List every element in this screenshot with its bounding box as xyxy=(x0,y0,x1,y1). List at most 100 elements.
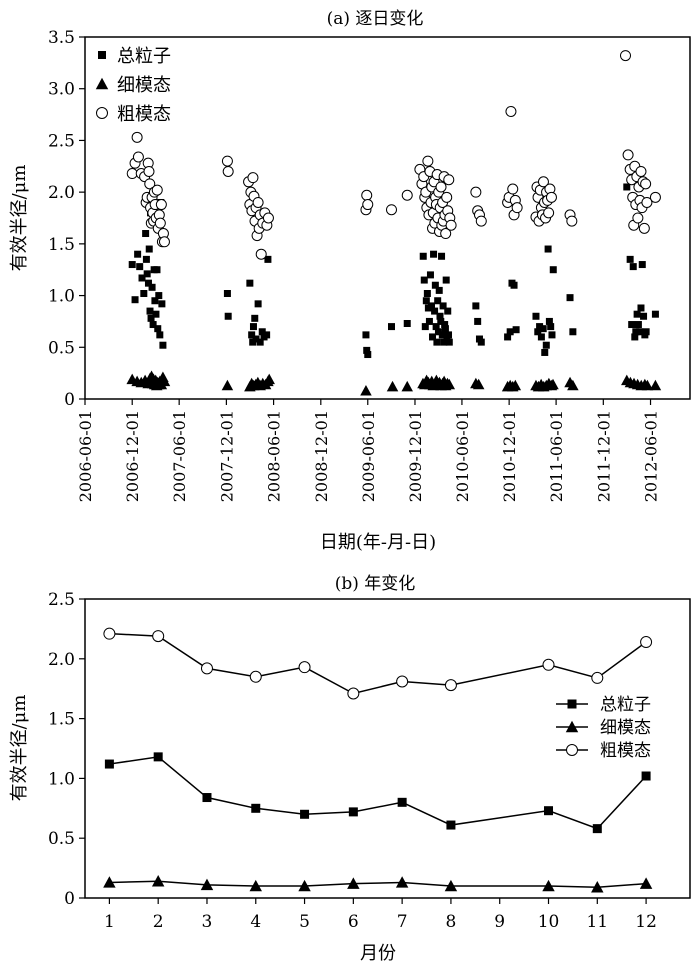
daily-point xyxy=(537,333,545,341)
daily-point xyxy=(445,338,453,346)
daily-point xyxy=(504,333,512,341)
daily-point xyxy=(252,196,264,208)
daily-series-triangle xyxy=(126,370,662,396)
daily-point xyxy=(445,219,457,231)
daily-point xyxy=(136,263,144,271)
daily-point xyxy=(475,215,487,227)
annual-x-tick-label: 1 xyxy=(104,912,115,932)
daily-point xyxy=(422,297,430,305)
daily-point xyxy=(632,212,644,224)
daily-point xyxy=(263,373,275,385)
daily-point xyxy=(434,297,442,305)
daily-x-tick-label: 2008-06-01 xyxy=(265,410,284,502)
daily-point xyxy=(140,290,148,298)
daily-point xyxy=(421,323,429,331)
annual-point xyxy=(249,879,262,892)
daily-point xyxy=(433,338,441,346)
daily-point xyxy=(506,328,514,336)
daily-point xyxy=(425,317,433,325)
daily-point xyxy=(634,321,642,329)
daily-point xyxy=(134,250,142,258)
daily-point xyxy=(636,328,644,336)
daily-point xyxy=(539,325,547,333)
daily-point xyxy=(363,346,371,354)
daily-point xyxy=(436,312,444,320)
daily-point xyxy=(126,168,138,180)
daily-point xyxy=(364,351,372,359)
daily-plot-frame xyxy=(84,36,691,400)
daily-point xyxy=(249,323,257,331)
daily-point xyxy=(128,261,136,269)
annual-point xyxy=(153,752,163,762)
daily-x-tick-label: 2011-12-01 xyxy=(594,410,613,502)
annual-point xyxy=(444,879,458,892)
daily-point xyxy=(472,302,480,310)
daily-series-circle xyxy=(126,50,661,260)
annual-chart-panel: (b) 年变化 00.51.01.52.02.5 1 2 3 4 5 6 7 8 9 10 11 12… xyxy=(9,574,691,964)
daily-point xyxy=(145,245,153,253)
daily-point xyxy=(567,379,579,391)
daily-point xyxy=(155,292,163,300)
annual-point xyxy=(396,675,409,688)
annual-line-triangle xyxy=(109,880,647,888)
daily-point xyxy=(512,326,520,334)
daily-point xyxy=(620,50,632,62)
daily-point xyxy=(510,281,518,289)
daily-point xyxy=(132,151,144,163)
daily-point xyxy=(401,380,413,392)
daily-point xyxy=(439,302,447,310)
daily-y-tick-label: 3.0 xyxy=(48,80,75,100)
daily-point xyxy=(151,184,163,196)
daily-point xyxy=(438,331,446,339)
annual-point xyxy=(592,824,602,834)
daily-point xyxy=(151,297,159,305)
daily-chart-title: (a) 逐日变化 xyxy=(327,9,424,29)
annual-chart-title: (b) 年变化 xyxy=(335,574,416,594)
daily-point xyxy=(143,165,155,177)
annual-point xyxy=(103,627,116,640)
daily-point xyxy=(223,290,231,298)
daily-point xyxy=(437,317,445,325)
daily-point xyxy=(626,255,634,263)
daily-point xyxy=(263,331,271,339)
daily-point xyxy=(148,283,156,291)
annual-point xyxy=(397,797,407,807)
daily-point xyxy=(142,255,150,263)
daily-point xyxy=(642,328,650,336)
annual-x-tick-label: 9 xyxy=(494,912,505,932)
annual-x-tick-label: 11 xyxy=(586,912,608,932)
daily-point xyxy=(221,155,233,167)
daily-point xyxy=(637,304,645,312)
daily-point xyxy=(547,323,555,331)
daily-y-tick-label: 1.5 xyxy=(48,235,75,255)
annual-x-tick-label: 3 xyxy=(202,912,213,932)
daily-point xyxy=(153,266,161,274)
daily-point xyxy=(622,149,634,161)
daily-point xyxy=(440,228,452,240)
daily-point xyxy=(544,245,552,253)
daily-point xyxy=(144,178,156,190)
annual-point xyxy=(347,877,360,889)
daily-point xyxy=(542,341,550,349)
annual-x-tick-label: 5 xyxy=(299,912,310,932)
daily-point xyxy=(144,279,152,287)
daily-point xyxy=(541,348,549,356)
daily-point xyxy=(247,172,259,184)
daily-point xyxy=(158,375,171,387)
annual-x-tick-label: 2 xyxy=(153,912,164,932)
annual-line-circle xyxy=(109,632,647,695)
daily-legend-marker-square xyxy=(98,51,106,59)
annual-point xyxy=(444,679,457,692)
daily-point xyxy=(361,189,373,201)
daily-x-tick-label: 2012-06-01 xyxy=(642,410,661,502)
daily-point xyxy=(443,174,455,186)
daily-point xyxy=(628,321,636,329)
annual-y-tick-label: 2.0 xyxy=(48,650,75,670)
annual-x-tick-label: 7 xyxy=(397,912,408,932)
daily-point xyxy=(477,338,485,346)
daily-legend-label: 细模态 xyxy=(117,75,171,96)
annual-point xyxy=(300,809,310,819)
daily-point xyxy=(138,274,146,282)
daily-point xyxy=(435,181,447,193)
